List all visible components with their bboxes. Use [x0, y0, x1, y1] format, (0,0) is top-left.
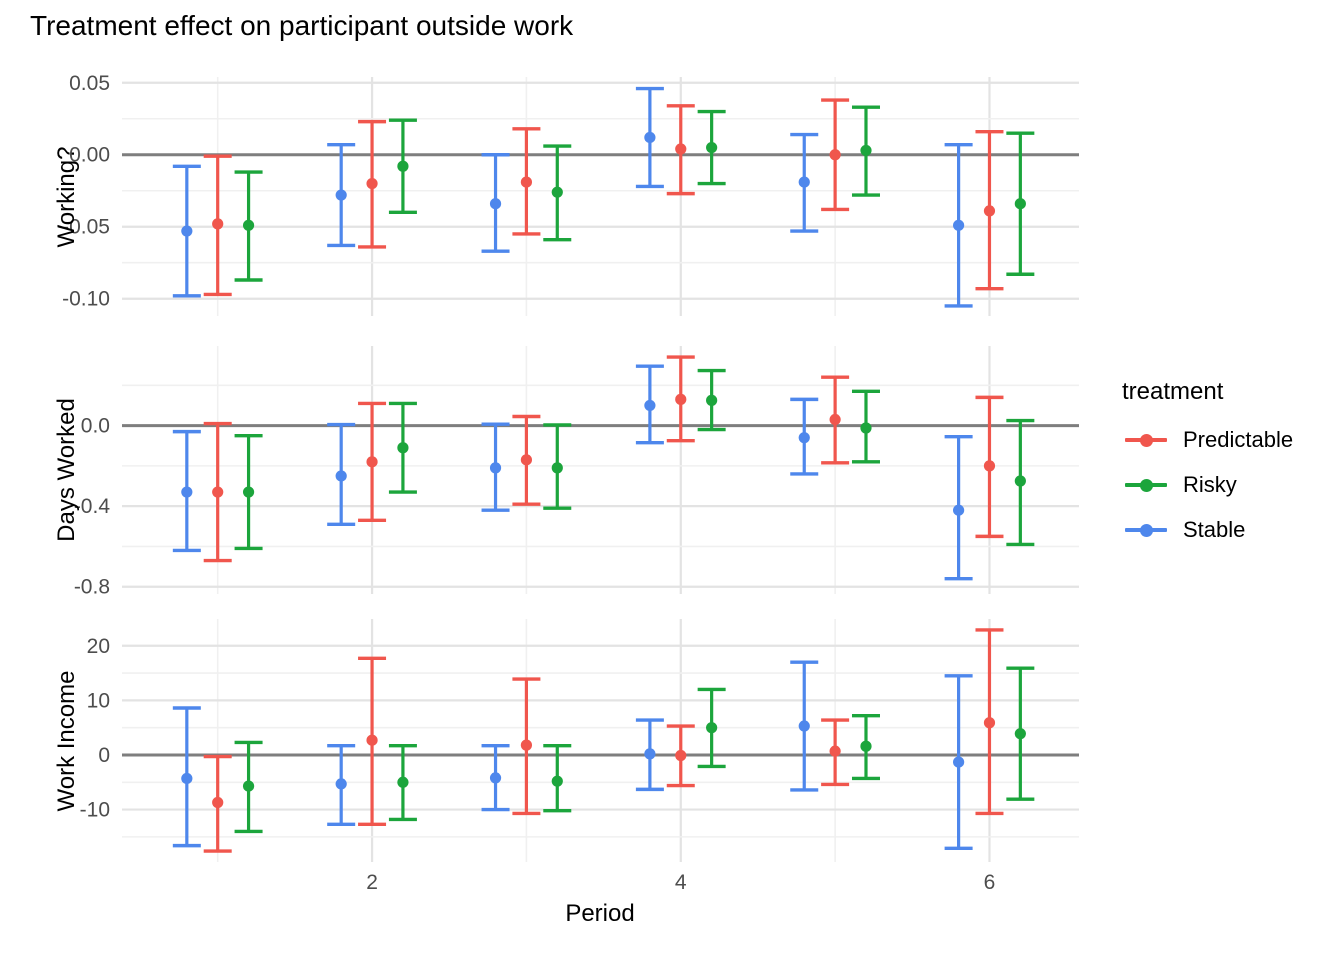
point-risky-period6 — [1014, 475, 1026, 487]
y-tick-label: 0.00 — [69, 144, 110, 167]
legend-label-predictable: Predictable — [1183, 427, 1294, 452]
point-predictable-period6 — [983, 460, 996, 472]
point-risky-period3 — [551, 186, 563, 198]
x-tick-label: 2 — [366, 871, 378, 894]
point-stable-period5 — [798, 720, 810, 732]
legend-item-predictable: Predictable — [1122, 427, 1294, 452]
point-stable-period6 — [953, 756, 965, 768]
point-risky-period5 — [860, 144, 872, 157]
point-risky-period2 — [397, 442, 409, 454]
legend-title: treatment — [1122, 378, 1224, 405]
y-tick-label: 0.0 — [81, 415, 110, 438]
point-risky-period6 — [1014, 198, 1026, 210]
risky-key-icon — [1125, 473, 1167, 497]
y-tick-label: -0.8 — [74, 576, 110, 599]
point-stable-period1 — [181, 772, 193, 785]
point-stable-period1 — [181, 486, 193, 498]
point-stable-period4 — [644, 131, 656, 144]
point-risky-period5 — [860, 422, 872, 434]
y-tick-label: 0.05 — [69, 72, 110, 95]
point-predictable-period3 — [520, 454, 533, 466]
point-risky-period5 — [860, 740, 872, 752]
point-stable-period6 — [953, 504, 965, 516]
point-risky-period2 — [397, 160, 409, 172]
y-tick-label: -0.4 — [74, 495, 111, 518]
y-axis-title-work-income: Work Income — [53, 670, 80, 812]
point-risky-period3 — [551, 775, 563, 787]
y-axis-title-days-worked: Days Worked — [53, 398, 80, 542]
point-risky-period3 — [551, 462, 563, 474]
point-predictable-period5 — [829, 149, 841, 161]
point-predictable-period5 — [829, 413, 841, 426]
point-stable-period3 — [489, 462, 502, 474]
point-predictable-period6 — [983, 205, 996, 217]
y-axis-title-working: Working? — [53, 146, 80, 248]
x-axis-title: Period — [565, 900, 635, 927]
point-stable-period5 — [798, 432, 810, 444]
point-risky-period4 — [706, 141, 718, 154]
point-predictable-period3 — [520, 176, 533, 188]
legend: treatment Predictable Risky Stable — [1122, 378, 1293, 563]
point-risky-period6 — [1014, 728, 1026, 740]
point-stable-period1 — [181, 225, 193, 237]
point-stable-period4 — [644, 748, 656, 760]
point-stable-period6 — [953, 219, 965, 231]
point-predictable-period5 — [829, 745, 841, 757]
point-stable-period3 — [489, 772, 502, 784]
point-predictable-period1 — [212, 218, 224, 230]
legend-item-stable: Stable — [1122, 517, 1293, 542]
y-tick-label: 0 — [98, 744, 110, 767]
x-tick-label: 6 — [984, 871, 996, 894]
x-tick-label: 4 — [675, 871, 687, 894]
point-risky-period1 — [242, 780, 255, 792]
point-predictable-period4 — [675, 749, 687, 762]
point-predictable-period6 — [983, 717, 996, 729]
y-tick-label: -10 — [80, 799, 110, 822]
point-predictable-period2 — [366, 734, 378, 746]
legend-label-stable: Stable — [1183, 517, 1246, 542]
point-risky-period2 — [397, 776, 409, 788]
y-tick-label: 10 — [87, 689, 110, 712]
point-stable-period2 — [335, 470, 347, 482]
point-predictable-period1 — [212, 796, 224, 809]
point-predictable-period2 — [366, 456, 378, 468]
point-stable-period4 — [644, 399, 656, 412]
point-stable-period2 — [335, 778, 347, 790]
point-risky-period1 — [242, 486, 255, 498]
legend-item-risky: Risky — [1122, 472, 1293, 497]
point-predictable-period3 — [520, 739, 533, 751]
y-tick-label: -0.05 — [62, 216, 110, 239]
point-risky-period4 — [706, 722, 718, 734]
point-stable-period3 — [489, 198, 502, 210]
y-tick-label: 20 — [87, 635, 110, 658]
point-predictable-period4 — [675, 143, 687, 155]
y-tick-label: -0.10 — [62, 288, 110, 311]
stable-key-icon — [1125, 518, 1167, 542]
point-stable-period5 — [798, 176, 810, 188]
point-predictable-period4 — [675, 393, 687, 405]
chart-title: Treatment effect on participant outside … — [30, 10, 574, 41]
point-predictable-period1 — [212, 486, 224, 498]
point-risky-period4 — [706, 394, 718, 406]
predictable-key-icon — [1125, 428, 1167, 452]
point-predictable-period2 — [366, 177, 378, 190]
point-stable-period2 — [335, 189, 347, 201]
point-risky-period1 — [242, 219, 255, 231]
legend-label-risky: Risky — [1183, 472, 1237, 497]
